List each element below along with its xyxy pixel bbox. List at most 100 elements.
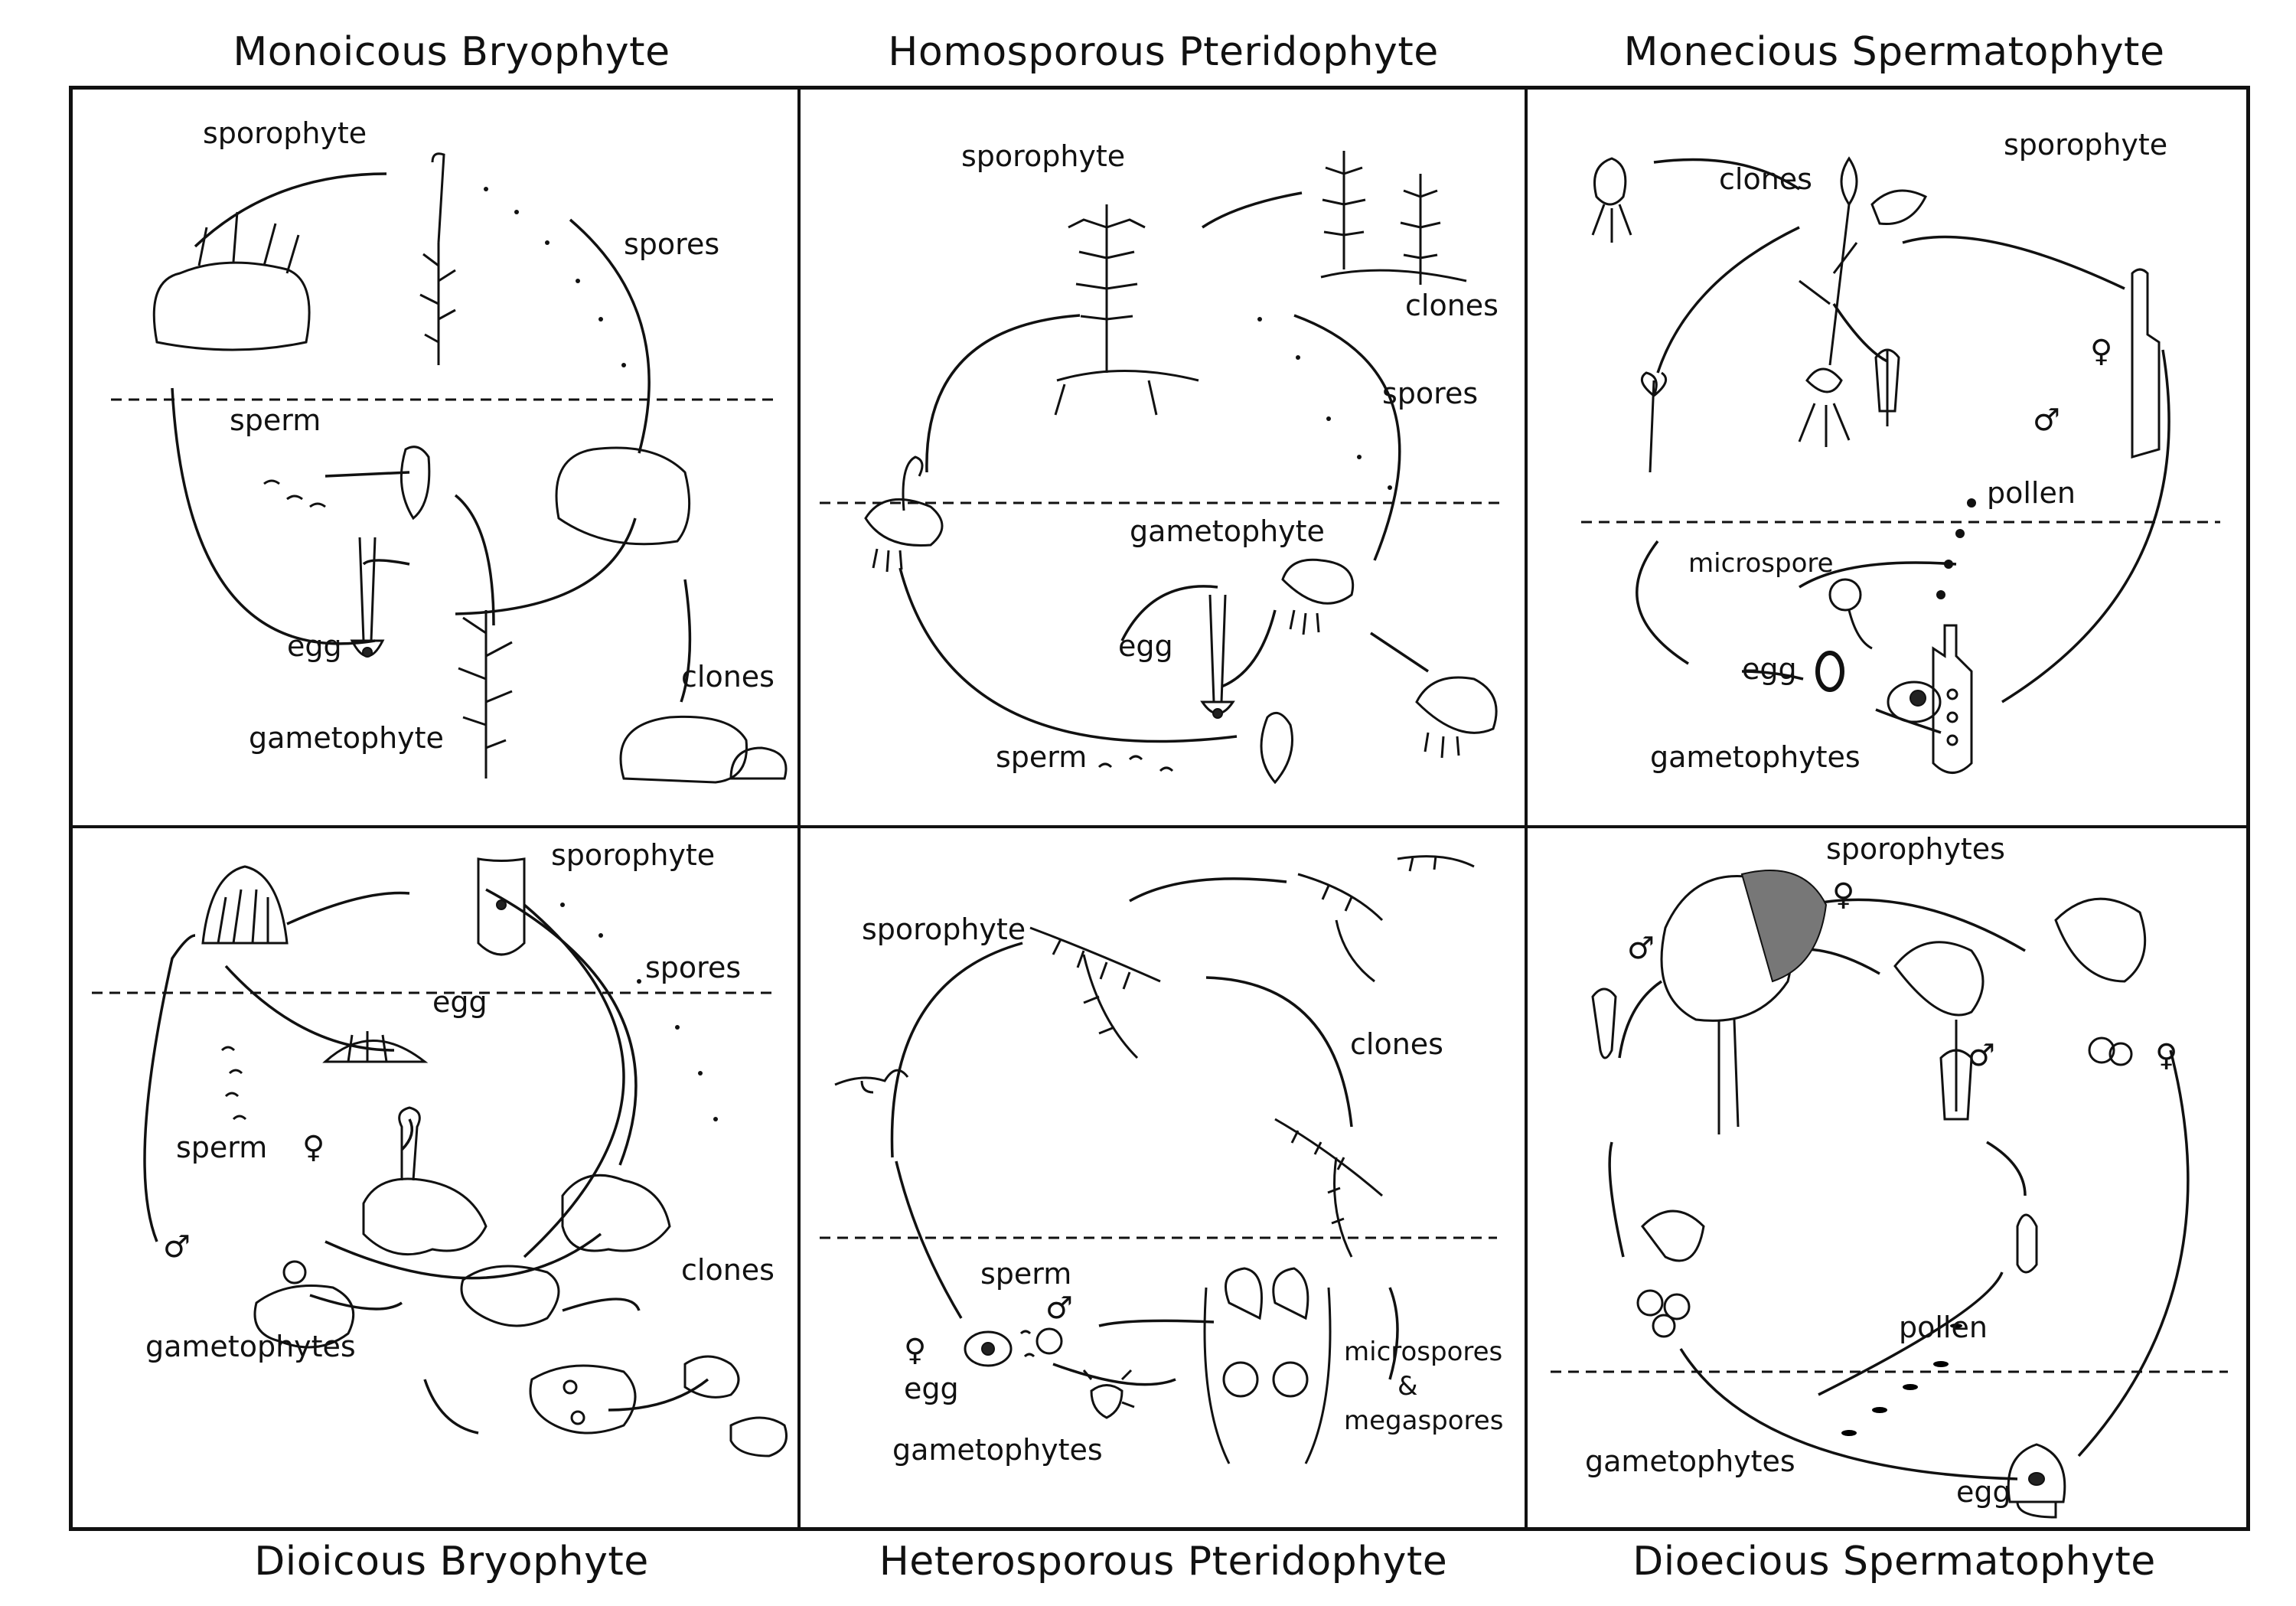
panel-monecious-spermatophyte: clones sporophyte ♂ ♀ pollen microspore … — [1528, 90, 2250, 825]
spore-dispersal-dots — [484, 187, 626, 367]
arrow — [680, 579, 692, 703]
sperm-drawing — [263, 479, 326, 508]
symbol-female-2: ♀ — [2155, 1038, 2177, 1073]
arrow — [1221, 609, 1277, 688]
arrow — [899, 567, 1238, 743]
arrow — [925, 314, 1081, 473]
arrow — [1098, 1319, 1215, 1327]
arrow — [286, 891, 410, 925]
arrow — [400, 1118, 414, 1151]
symbol-female: ♀ — [302, 1130, 325, 1165]
pistil-drawing — [2131, 268, 2161, 459]
arrow — [1618, 980, 1662, 1059]
young-sporophyte-on-prothallus-drawing — [864, 455, 944, 573]
arrow — [325, 1232, 602, 1280]
arrow — [608, 1378, 709, 1412]
arrow — [569, 218, 651, 454]
female-gametophyte-egg-drawing — [964, 1330, 1013, 1367]
arrow — [1608, 1141, 1625, 1258]
arrow — [1818, 1271, 2004, 1396]
seedling-drawing — [1640, 371, 1668, 473]
arrow — [325, 471, 410, 478]
archegoniophore-egg-drawing — [322, 1031, 429, 1063]
male-thallus-drawing — [253, 1260, 355, 1349]
label-pollen: pollen — [1899, 1311, 1988, 1344]
grid-divider-vertical-1 — [797, 90, 801, 1527]
male-ginkgo-branch-drawing — [1893, 941, 1985, 1121]
seedling-drawing — [1591, 987, 1617, 1059]
arrow — [1902, 235, 2125, 290]
arrow — [454, 494, 495, 626]
arrow — [895, 1160, 963, 1319]
label-spores: spores — [1382, 377, 1478, 410]
grid-divider-horizontal — [73, 825, 2246, 828]
lily-sporophyte-drawing — [1798, 156, 1928, 447]
spore-dispersal-dots — [560, 903, 718, 1121]
thallus-clone-drawing — [561, 1173, 671, 1252]
arrow — [1052, 1363, 1176, 1386]
symbol-male-2: ♂ — [1968, 1038, 1995, 1073]
germinating-gametophytes-drawing — [1082, 1369, 1135, 1419]
label-sperm: sperm — [176, 1131, 267, 1164]
arrow — [171, 387, 376, 645]
prothallus-gametophyte-drawing — [1281, 558, 1355, 635]
label-spores: spores — [624, 227, 719, 261]
panel-homosporous-pteridophyte: sporophyte clones spores gametophyte egg… — [801, 90, 1525, 825]
title-dioecious-spermatophyte: Dioecious Spermatophyte — [1632, 1539, 2156, 1585]
pollen-dots — [1841, 1324, 1962, 1436]
arrow — [1202, 191, 1303, 229]
arrow — [562, 1298, 641, 1312]
arrow — [890, 942, 1023, 1158]
pollen-dots — [1936, 498, 1976, 599]
label-megaspores: megaspores — [1344, 1405, 1503, 1436]
title-monecious-spermatophyte: Monecious Spermatophyte — [1623, 29, 2165, 75]
moss-sporophyte-plant-drawing — [419, 152, 456, 365]
archegoniophore-drawing — [201, 865, 289, 945]
label-sporophytes: sporophytes — [1826, 832, 2005, 866]
arrow — [1370, 632, 1429, 673]
arrow — [1388, 1287, 1399, 1380]
arrow — [1120, 585, 1218, 641]
label-egg: egg — [287, 629, 342, 663]
prothallus-clone-drawing — [1415, 676, 1498, 759]
spore-dispersal-dots — [1257, 317, 1392, 490]
label-gametophytes: gametophytes — [1650, 740, 1861, 774]
arrow — [1293, 314, 1401, 561]
arrow — [224, 965, 395, 1052]
label-microspore: microspore — [1688, 548, 1834, 579]
lily-clone-bulb-drawing — [1591, 157, 1632, 243]
label-egg: egg — [904, 1372, 959, 1405]
label-sporophyte: sporophyte — [551, 838, 715, 872]
label-sporophyte: sporophyte — [203, 116, 367, 150]
title-dioicous-bryophyte: Dioicous Bryophyte — [254, 1539, 649, 1585]
ovule-gametophyte-drawing — [1887, 681, 1942, 723]
arrow — [455, 517, 637, 615]
label-clones: clones — [1719, 162, 1812, 196]
sporangium-drawing — [477, 857, 526, 956]
sporocarp-microspores-megaspores-drawing — [1203, 1267, 1332, 1464]
label-egg: egg — [1742, 652, 1797, 686]
label-gametophyte: gametophyte — [249, 721, 444, 755]
arrow — [523, 903, 625, 1258]
arrow — [1636, 540, 1689, 665]
title-monoicous-bryophyte: Monoicous Bryophyte — [233, 29, 670, 75]
antheridium-drawing — [400, 446, 431, 521]
moss-cushion-sporophytes-drawing — [152, 211, 311, 351]
arrow — [423, 1379, 479, 1435]
label-egg: egg — [1956, 1475, 2011, 1509]
thallus-with-gemmae-drawing — [529, 1364, 637, 1435]
life-cycle-grid: sporophyte spores sperm egg gametophyte … — [69, 86, 2250, 1531]
grid-divider-vertical-2 — [1525, 90, 1528, 1527]
ginkgo-trees-drawing — [1660, 870, 1828, 1134]
symbol-female: ♀ — [1832, 877, 1854, 912]
arrow — [143, 934, 196, 1242]
gametophyte-thallus-drawing — [460, 1265, 560, 1327]
panel-dioecious-spermatophyte: sporophytes ♂ ♀ ♀ ♂ pollen gametophytes … — [1528, 828, 2250, 1531]
arrow — [194, 172, 387, 248]
label-clones: clones — [1405, 289, 1499, 322]
panel-heterosporous-pteridophyte: sporophyte clones sperm ♂ ♀ egg microspo… — [801, 828, 1525, 1531]
gametophyte-cushion-drawing — [555, 446, 691, 546]
symbol-male: ♂ — [163, 1229, 191, 1265]
ovule-egg-drawing — [2007, 1443, 2066, 1519]
label-gametophytes: gametophytes — [145, 1330, 356, 1363]
